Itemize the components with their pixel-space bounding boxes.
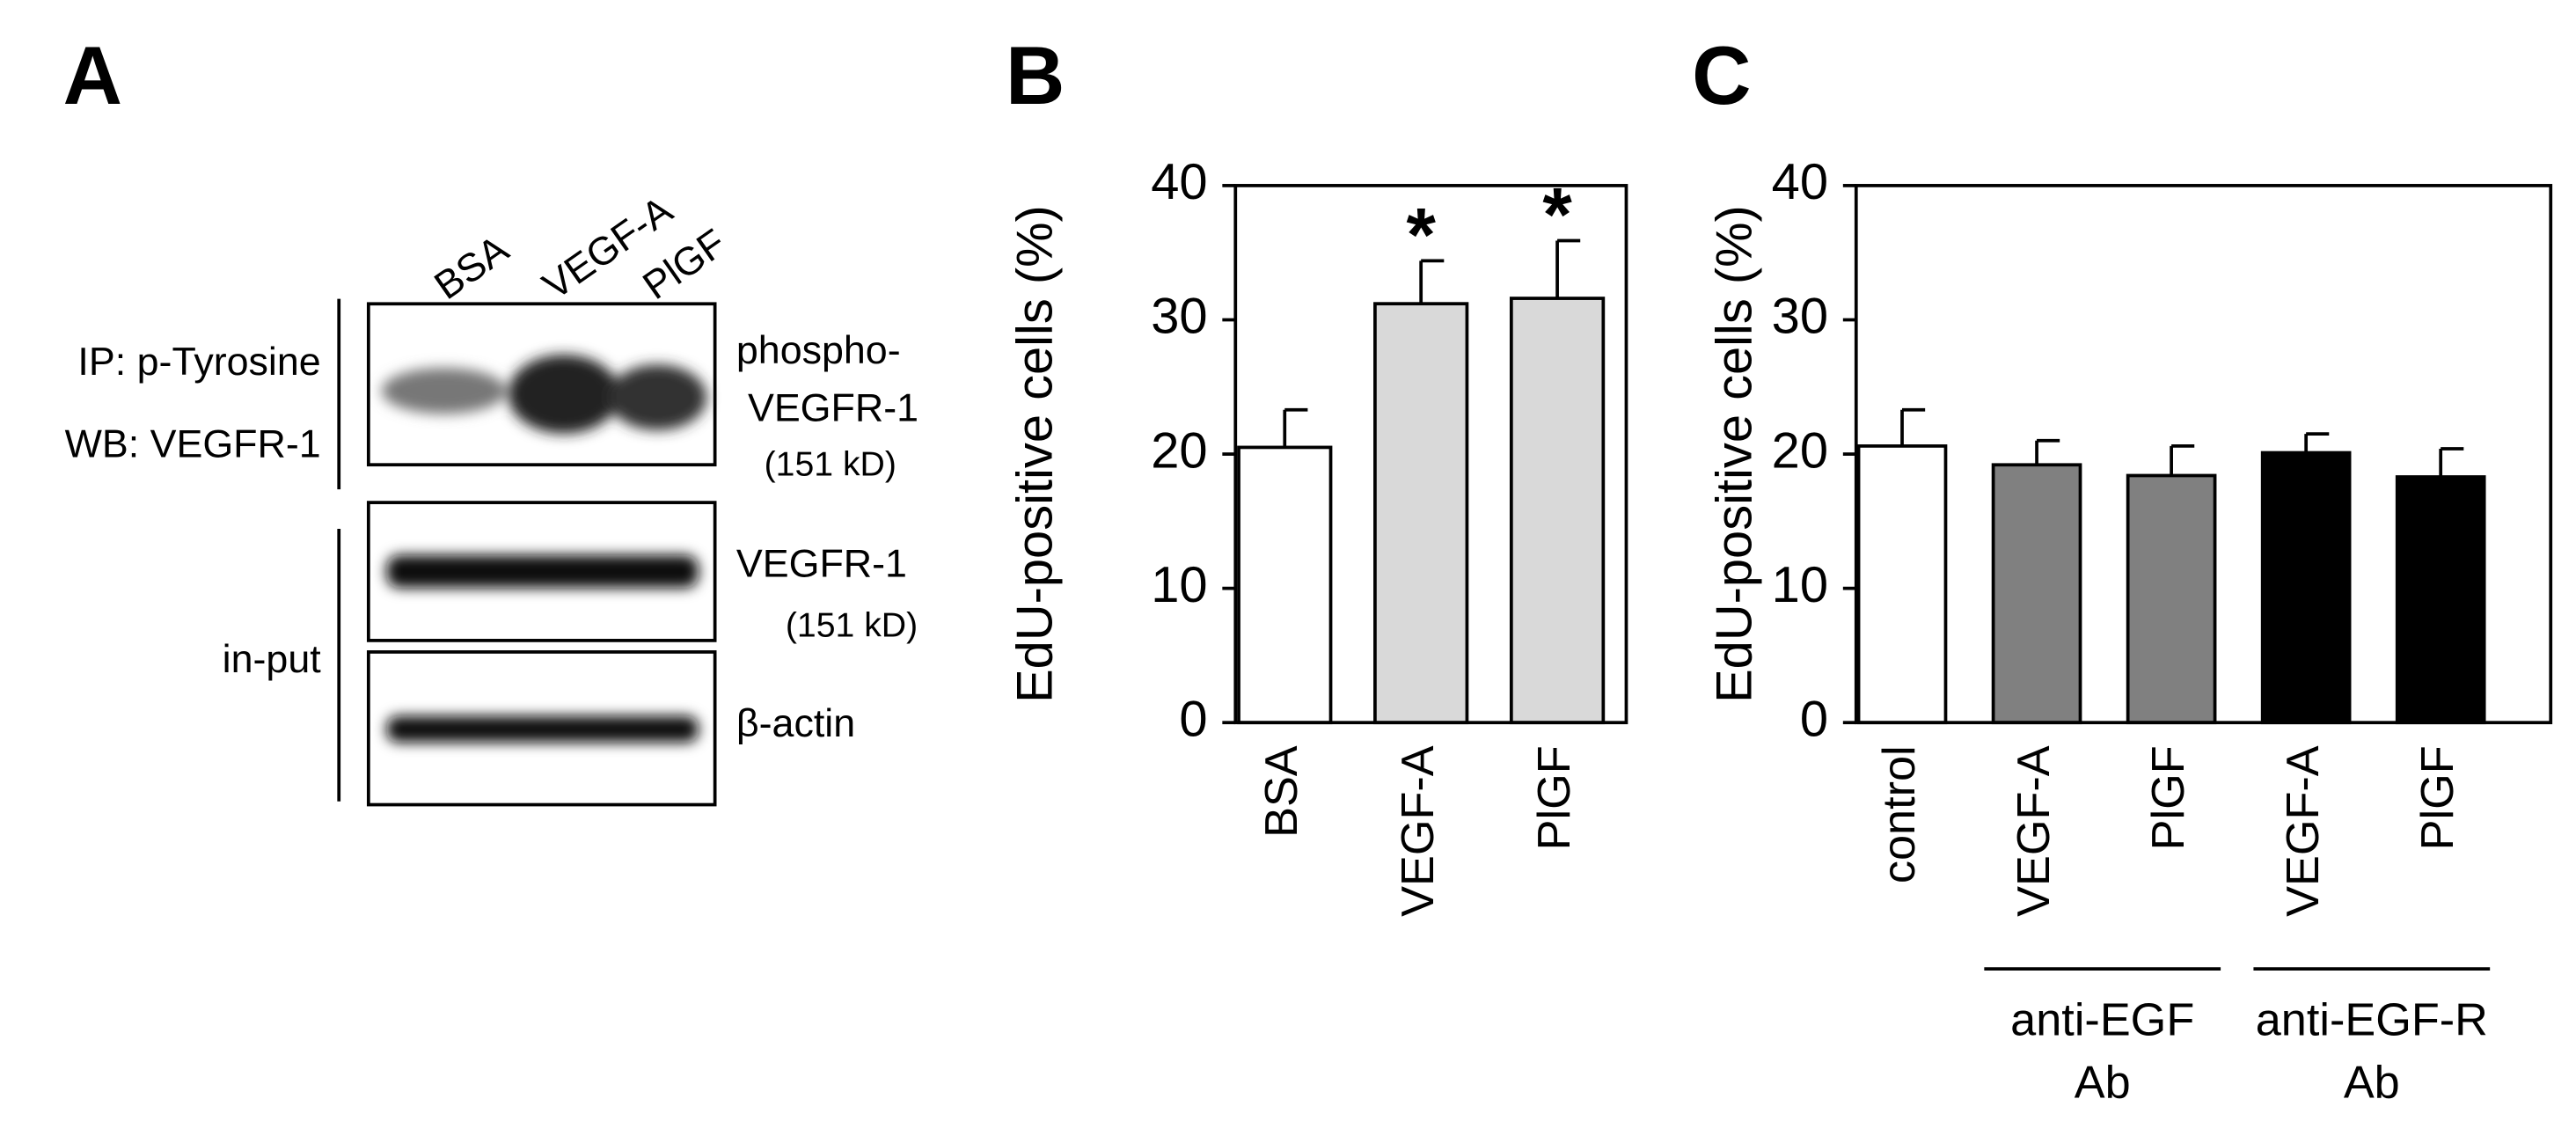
x-tick-label: PlGF bbox=[2143, 745, 2194, 850]
y-tick-label: 10 bbox=[1772, 557, 1828, 613]
bar bbox=[1373, 302, 1469, 725]
y-tick-label: 10 bbox=[1151, 557, 1207, 613]
bar bbox=[2395, 475, 2486, 725]
x-tick-label: PlGF bbox=[2412, 745, 2463, 850]
bar bbox=[1856, 444, 1948, 725]
x-tick-label: VEGF-A bbox=[2009, 745, 2060, 917]
blot-label: VEGFR-1 bbox=[736, 542, 907, 586]
blot-label: in-put bbox=[223, 637, 322, 681]
blot-panel: BSA VEGF-A PlGF IP: p-Tyrosine WB: VEGFR… bbox=[65, 187, 918, 807]
error-bar bbox=[2304, 432, 2330, 453]
error-bar bbox=[1900, 407, 1926, 446]
blot-label: IP: p-Tyrosine bbox=[77, 340, 320, 384]
bar bbox=[2126, 473, 2217, 725]
bar bbox=[1509, 297, 1606, 725]
error-bar bbox=[1283, 407, 1308, 448]
error-bar bbox=[2170, 444, 2195, 476]
y-axis-title: EdU-positive cells (%) bbox=[1007, 205, 1064, 703]
y-tick-label: 20 bbox=[1772, 422, 1828, 479]
error-bar bbox=[1419, 259, 1445, 304]
blot-label: VEGFR-1 bbox=[748, 385, 918, 429]
plot-frame bbox=[1233, 184, 1628, 725]
blot-label: WB: VEGFR-1 bbox=[65, 421, 321, 465]
panel-letter: B bbox=[1006, 30, 1065, 121]
x-tick-label: BSA bbox=[1256, 745, 1307, 838]
y-tick-label: 30 bbox=[1151, 289, 1207, 345]
significance-marker: * bbox=[1406, 194, 1436, 278]
panel-letter: C bbox=[1692, 30, 1751, 121]
group-label: Ab bbox=[2075, 1057, 2131, 1108]
y-tick-label: 30 bbox=[1772, 289, 1828, 345]
bar bbox=[1991, 463, 2082, 725]
blot-bands bbox=[381, 355, 707, 743]
x-tick-label: VEGF-A bbox=[2278, 745, 2329, 917]
error-bar bbox=[2035, 438, 2060, 465]
x-tick-label: VEGF-A bbox=[1393, 745, 1444, 917]
y-tick-label: 0 bbox=[1179, 691, 1207, 747]
blot-label: phospho- bbox=[736, 328, 901, 372]
group-label: anti-EGF-R bbox=[2256, 995, 2488, 1046]
error-bar bbox=[1555, 238, 1581, 299]
y-axis-title: EdU-positive cells (%) bbox=[1707, 205, 1763, 703]
x-tick-label: control bbox=[1874, 745, 1925, 883]
plot-frame bbox=[1854, 184, 2553, 725]
bar bbox=[2260, 451, 2352, 725]
group-label: anti-EGF bbox=[2010, 995, 2194, 1046]
group-label: Ab bbox=[2344, 1057, 2400, 1108]
lane-label: BSA bbox=[427, 227, 516, 308]
y-tick-label: 20 bbox=[1151, 422, 1207, 479]
x-tick-label: PlGF bbox=[1529, 745, 1580, 850]
y-tick-label: 0 bbox=[1800, 691, 1828, 747]
y-tick-label: 40 bbox=[1772, 154, 1828, 210]
blot-label: β-actin bbox=[736, 701, 855, 745]
error-bar bbox=[2439, 447, 2464, 477]
blot-label: (151 kD) bbox=[786, 606, 918, 644]
blot-label: (151 kD) bbox=[765, 445, 896, 483]
panel-letter: A bbox=[63, 30, 122, 121]
y-tick-label: 40 bbox=[1151, 154, 1207, 210]
bar bbox=[1237, 445, 1333, 725]
